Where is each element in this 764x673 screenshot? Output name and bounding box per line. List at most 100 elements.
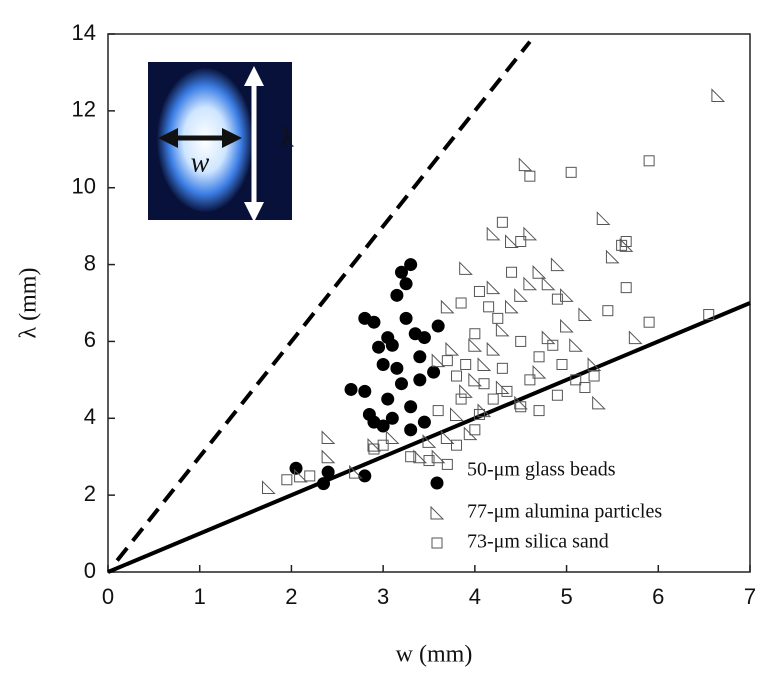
point: [431, 353, 446, 368]
point: [431, 449, 446, 464]
legend-label: 77-μm alumina particles: [467, 501, 662, 523]
point: [514, 288, 528, 302]
point: [381, 392, 395, 406]
point: [422, 434, 437, 448]
point: [455, 393, 467, 405]
point: [417, 331, 431, 345]
point: [515, 335, 527, 347]
point: [587, 357, 602, 371]
point: [281, 474, 293, 486]
point: [469, 424, 481, 436]
point: [569, 338, 583, 352]
point: [349, 464, 363, 479]
point: [413, 350, 427, 364]
point: [368, 443, 380, 455]
point: [592, 395, 606, 410]
point: [289, 461, 303, 475]
point: [550, 257, 565, 272]
x-tick-label: 2: [285, 584, 297, 609]
point: [445, 341, 460, 356]
point: [404, 258, 418, 272]
y-tick-label: 8: [84, 250, 96, 275]
point: [523, 276, 538, 291]
point: [385, 411, 399, 425]
point: [440, 299, 455, 314]
point: [505, 234, 519, 249]
point: [541, 276, 556, 291]
point: [473, 285, 485, 297]
point: [321, 430, 336, 444]
point: [532, 265, 547, 279]
point: [533, 351, 545, 363]
point: [441, 355, 453, 367]
point: [560, 288, 574, 302]
point: [468, 372, 483, 387]
y-tick-label: 14: [72, 20, 96, 45]
x-tick-label: 3: [377, 584, 389, 609]
point: [451, 370, 463, 382]
point: [455, 297, 467, 309]
point: [294, 468, 308, 483]
point: [570, 374, 582, 386]
point: [404, 400, 418, 414]
point: [431, 319, 445, 333]
point: [532, 364, 547, 379]
x-tick-label: 0: [102, 584, 114, 609]
point: [304, 470, 316, 482]
point: [399, 311, 413, 325]
point: [394, 265, 408, 279]
point: [394, 377, 408, 391]
point: [514, 395, 528, 410]
point: [262, 480, 276, 494]
point: [556, 358, 568, 370]
point: [596, 211, 611, 225]
point: [427, 365, 441, 379]
point: [628, 330, 643, 345]
x-tick-label: 4: [469, 584, 481, 609]
point: [459, 261, 473, 275]
point: [321, 465, 335, 479]
point: [486, 341, 501, 356]
y-tick-label: 10: [72, 174, 96, 199]
point: [578, 307, 593, 322]
point: [547, 339, 559, 351]
point: [643, 155, 655, 167]
y-tick-label: 12: [72, 97, 96, 122]
point: [469, 328, 481, 340]
point: [404, 423, 418, 437]
point: [515, 236, 527, 248]
point: [495, 322, 510, 337]
point: [317, 477, 331, 491]
x-tick-label: 7: [744, 584, 756, 609]
inset-label-lambda: λ: [280, 122, 294, 153]
point: [496, 362, 508, 374]
point: [483, 301, 495, 313]
legend-label: 73-μm silica sand: [467, 531, 609, 553]
point: [533, 405, 545, 417]
point: [413, 373, 427, 387]
point: [321, 449, 336, 464]
y-axis-label: λ (mm): [16, 268, 42, 339]
point: [560, 318, 574, 333]
inset-image: w λ: [148, 62, 294, 222]
point: [477, 357, 492, 371]
point: [344, 382, 358, 396]
point: [468, 338, 483, 352]
point: [588, 370, 600, 382]
point: [487, 393, 499, 405]
x-tick-label: 6: [652, 584, 664, 609]
point: [473, 408, 485, 420]
point: [496, 216, 508, 228]
point: [432, 405, 444, 417]
point: [390, 361, 404, 375]
legend-symbol: [430, 505, 445, 520]
point: [450, 407, 464, 421]
point: [367, 315, 381, 329]
point: [524, 170, 536, 182]
point: [506, 266, 518, 278]
y-tick-label: 6: [84, 327, 96, 352]
point: [551, 389, 563, 401]
point: [399, 277, 413, 291]
point: [372, 340, 386, 354]
point: [505, 299, 519, 314]
